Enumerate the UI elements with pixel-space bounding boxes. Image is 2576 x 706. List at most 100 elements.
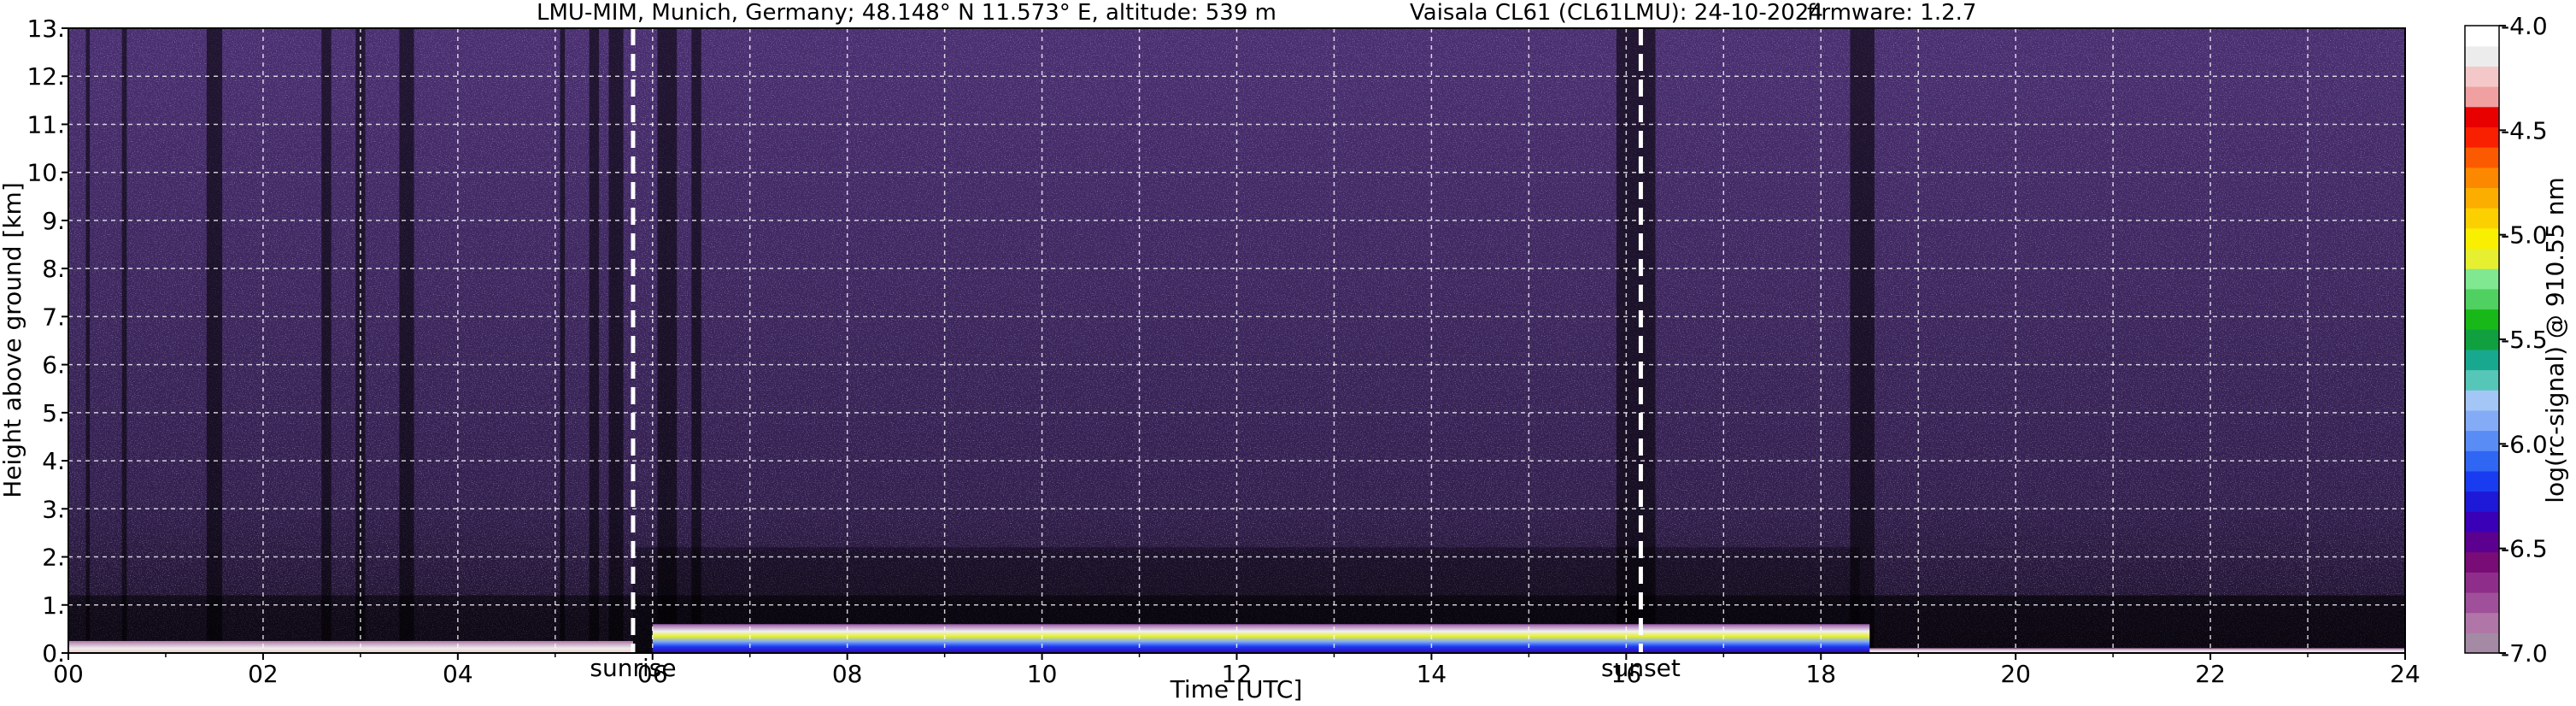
aerosol-layer bbox=[1869, 648, 2405, 653]
colorbar-tick-label: -5.5 bbox=[2501, 326, 2548, 354]
colorbar-segment bbox=[2465, 106, 2499, 127]
colorbar-tick-label: -4.0 bbox=[2501, 12, 2548, 40]
colorbar-segment bbox=[2465, 147, 2499, 168]
colorbar-segment bbox=[2465, 612, 2499, 633]
aerosol-layers bbox=[68, 624, 2405, 653]
colorbar-segment bbox=[2465, 329, 2499, 350]
x-tick-label: 18 bbox=[1805, 660, 1836, 688]
x-tick-label: 04 bbox=[443, 660, 473, 688]
colorbar-segment bbox=[2465, 390, 2499, 411]
title-firmware: firmware: 1.2.7 bbox=[1807, 0, 1977, 26]
colorbar-segment bbox=[2465, 531, 2499, 553]
x-axis: 00 02 04 06 08 10 12 14 16 18 20 22 24 bbox=[53, 653, 2421, 688]
sunset-label: sunset bbox=[1601, 654, 1681, 682]
y-tick-label: 13. bbox=[26, 15, 65, 43]
chart-title: LMU-MIM, Munich, Germany; 48.148° N 11.5… bbox=[0, 0, 2409, 26]
signal-gap-band bbox=[691, 28, 701, 653]
x-axis-label: Time [UTC] bbox=[1170, 675, 1303, 703]
signal-gap-band bbox=[355, 28, 366, 653]
low-signal-zone bbox=[1869, 595, 2405, 653]
annotation-lines bbox=[631, 28, 1643, 653]
colorbar-tick-label: -6.5 bbox=[2501, 535, 2548, 563]
signal-gap-band bbox=[1616, 28, 1656, 653]
colorbar-segment bbox=[2465, 430, 2499, 451]
signal-gap-band bbox=[589, 28, 600, 653]
colorbar-segment bbox=[2465, 369, 2499, 391]
signal-gap-band bbox=[1864, 28, 1875, 653]
y-tick-label: 9. bbox=[42, 207, 65, 235]
colorbar-segment bbox=[2465, 632, 2499, 654]
colorbar-segment bbox=[2465, 26, 2499, 47]
colorbar-tick-label: -4.5 bbox=[2501, 116, 2548, 144]
colorbar-segment bbox=[2465, 45, 2499, 67]
colorbar: -4.0 -4.5 -5.0 -5.5 -6.0 -6.5 -7.0 bbox=[2464, 12, 2548, 668]
colorbar-segment bbox=[2465, 409, 2499, 432]
x-tick-label: 24 bbox=[2390, 660, 2421, 688]
y-tick-label: 4. bbox=[42, 447, 65, 475]
x-tick-label: 20 bbox=[2000, 660, 2031, 688]
colorbar-label: log(rc-signal) @ 910.55 nm bbox=[2541, 177, 2569, 503]
colorbar-segment bbox=[2465, 167, 2499, 189]
colorbar-segment bbox=[2465, 288, 2499, 310]
x-tick-label: 06 bbox=[637, 660, 668, 688]
y-axis-label: Height above ground [km] bbox=[0, 182, 26, 498]
colorbar-segment bbox=[2465, 309, 2499, 330]
colorbar-segment bbox=[2465, 66, 2499, 87]
signal-gap-band bbox=[560, 28, 566, 653]
y-axis: 0. 1. 2. 3. 4. 5. 6. 7. 8. 9. 10. 11. 12. 13. bbox=[26, 15, 68, 668]
grid-lines bbox=[68, 28, 2405, 653]
signal-gap-band bbox=[321, 28, 332, 653]
y-tick-label: 12. bbox=[26, 62, 65, 91]
colorbar-segment bbox=[2465, 551, 2499, 573]
signal-gap-band bbox=[206, 28, 223, 653]
y-tick-label: 3. bbox=[42, 495, 65, 523]
colorbar-tick-label: -7.0 bbox=[2501, 639, 2548, 668]
title-station: LMU-MIM, Munich, Germany; 48.148° N 11.5… bbox=[537, 0, 1276, 26]
signal-gap-band bbox=[657, 28, 678, 653]
y-tick-label: 11. bbox=[26, 110, 65, 138]
x-tick-label: 10 bbox=[1027, 660, 1058, 688]
y-tick-label: 2. bbox=[42, 544, 65, 572]
plot-area bbox=[68, 28, 2405, 653]
signal-gap-band bbox=[121, 28, 127, 653]
x-tick-label: 22 bbox=[2195, 660, 2226, 688]
colorbar-segment bbox=[2465, 349, 2499, 371]
colorbar-segment bbox=[2465, 450, 2499, 472]
colorbar-segment bbox=[2465, 470, 2499, 492]
colorbar-segment bbox=[2465, 227, 2499, 250]
colorbar-segment bbox=[2465, 208, 2499, 229]
title-instrument: Vaisala CL61 (CL61LMU): 24-10-2024 bbox=[1410, 0, 1823, 26]
x-tick-label: 08 bbox=[832, 660, 863, 688]
colorbar-segment bbox=[2465, 86, 2499, 108]
y-tick-label: 5. bbox=[42, 399, 65, 427]
sunrise-label: sunrise bbox=[590, 654, 676, 682]
y-tick-label: 8. bbox=[42, 255, 65, 283]
colorbar-segment bbox=[2465, 511, 2499, 532]
signal-gap-band bbox=[85, 28, 91, 653]
y-tick-label: 1. bbox=[42, 591, 65, 620]
colorbar-segment bbox=[2465, 491, 2499, 512]
colorbar-segment bbox=[2465, 572, 2499, 593]
colorbar-segment bbox=[2465, 248, 2499, 269]
colorbar-segment bbox=[2465, 126, 2499, 148]
y-tick-label: 7. bbox=[42, 303, 65, 331]
signal-gap-band bbox=[608, 28, 624, 653]
y-tick-label: 0. bbox=[42, 639, 65, 668]
colorbar-tick-label: -6.0 bbox=[2501, 430, 2548, 458]
x-tick-label: 16 bbox=[1611, 660, 1642, 688]
annotation-labels: sunrise sunset bbox=[590, 654, 1681, 682]
aerosol-layer bbox=[68, 640, 633, 653]
colorbar-segment bbox=[2465, 591, 2499, 614]
colorbar-segment bbox=[2465, 268, 2499, 290]
y-tick-label: 6. bbox=[42, 351, 65, 379]
aerosol-layer bbox=[652, 624, 1870, 653]
colorbar-tick-label: -5.0 bbox=[2501, 221, 2548, 250]
colorbar-segment bbox=[2465, 187, 2499, 209]
y-tick-label: 10. bbox=[26, 159, 65, 187]
x-tick-label: 12 bbox=[1222, 660, 1253, 688]
signal-gap-band bbox=[1850, 28, 1865, 653]
x-tick-label: 14 bbox=[1417, 660, 1447, 688]
signal-gap-band bbox=[399, 28, 414, 653]
x-tick-label: 02 bbox=[248, 660, 279, 688]
